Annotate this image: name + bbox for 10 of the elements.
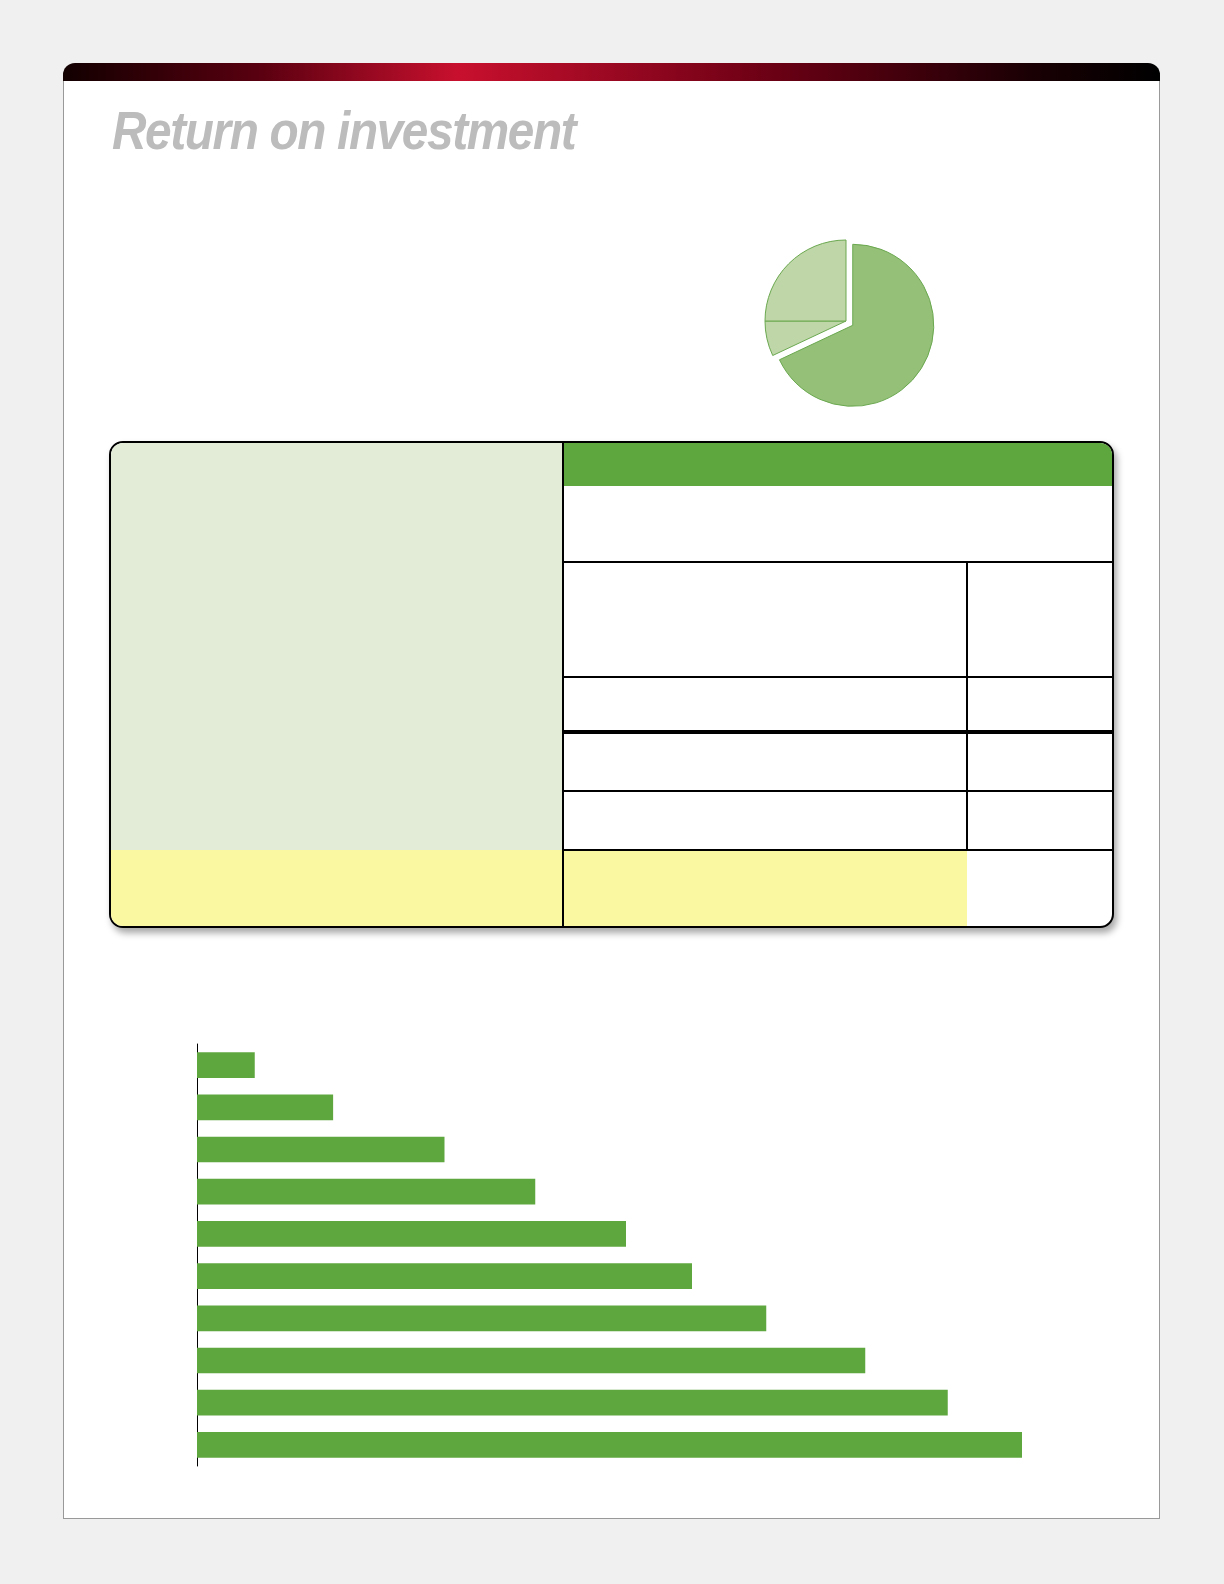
bar	[197, 1389, 948, 1416]
bar	[197, 1094, 334, 1121]
bar	[197, 1432, 1022, 1458]
bar	[197, 1136, 445, 1163]
bar	[197, 1263, 692, 1289]
bar	[197, 1221, 626, 1247]
bar	[197, 1052, 255, 1078]
bar	[197, 1178, 536, 1205]
bar	[197, 1347, 866, 1374]
bar	[197, 1305, 767, 1332]
